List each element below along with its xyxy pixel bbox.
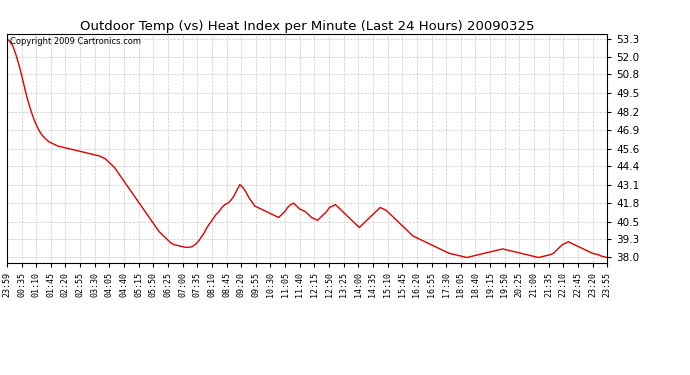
Title: Outdoor Temp (vs) Heat Index per Minute (Last 24 Hours) 20090325: Outdoor Temp (vs) Heat Index per Minute … — [80, 20, 534, 33]
Text: Copyright 2009 Cartronics.com: Copyright 2009 Cartronics.com — [10, 37, 141, 46]
